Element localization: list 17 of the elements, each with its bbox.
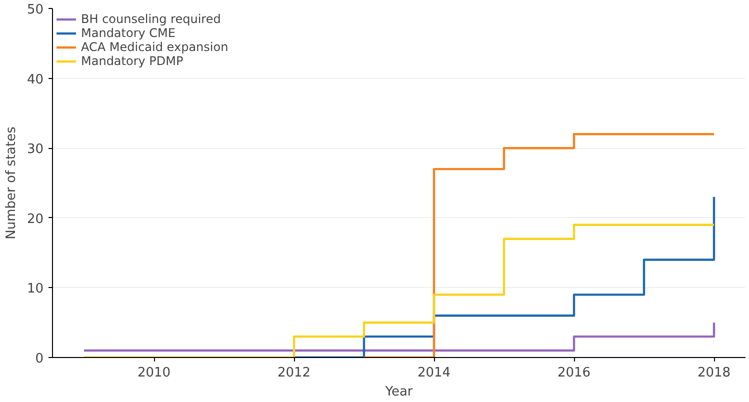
legend-label: Mandatory PDMP	[81, 54, 184, 68]
x-axis-title: Year	[384, 384, 414, 400]
y-tick-label: 0	[35, 352, 44, 366]
x-tick-label: 2018	[697, 366, 731, 380]
legend-label: ACA Medicaid expansion	[81, 40, 228, 54]
y-tick-label: 30	[26, 142, 44, 158]
y-tick-label: 50	[26, 2, 44, 18]
legend-label: Mandatory CME	[81, 26, 176, 40]
x-tick-label: 2016	[557, 366, 591, 380]
x-tick-label: 2010	[137, 366, 171, 380]
y-tick-label: 20	[26, 212, 44, 227]
x-tick-label: 2012	[277, 366, 311, 380]
y-tick-label: 40	[26, 72, 44, 88]
y-axis-title: Number of states	[4, 126, 19, 240]
y-tick-label: 10	[26, 282, 44, 297]
x-tick-label: 2014	[417, 366, 451, 380]
legend-label: BH counseling required	[81, 12, 221, 26]
